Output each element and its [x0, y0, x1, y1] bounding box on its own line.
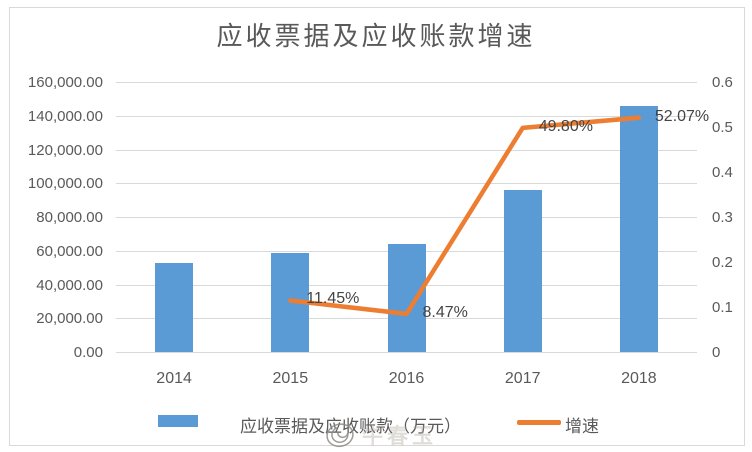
right-axis-tick: 0.1 [712, 299, 733, 316]
data-label-2015: 11.45% [306, 290, 360, 308]
legend-line-swatch-icon [517, 420, 561, 425]
right-axis-tick: 0.4 [712, 164, 733, 181]
right-axis-tick: 0.3 [712, 209, 733, 226]
right-axis-tick: 0 [712, 344, 721, 361]
data-label-2018: 52.07% [654, 107, 710, 125]
gridline [116, 217, 697, 218]
gridline [116, 115, 697, 117]
data-label-2016: 8.47% [422, 303, 468, 321]
chart-title: 应收票据及应收账款增速 [216, 21, 536, 51]
gridline [116, 183, 697, 185]
left-axis-tick: 80,000.00 [36, 209, 103, 226]
left-axis-tick: 100,000.00 [27, 175, 103, 193]
watermark: 牛春玉 [324, 420, 437, 450]
watermark-text: 牛春玉 [362, 425, 437, 448]
gridline [116, 149, 697, 151]
bar-2014 [155, 262, 194, 352]
x-axis-label-2018: 2018 [621, 370, 657, 387]
bar-2015 [271, 252, 310, 352]
legend-label-line-series: 增速 [565, 417, 599, 436]
left-axis-tick: 120,000.00 [27, 141, 103, 159]
bar-2017 [503, 190, 542, 352]
bar-2016 [387, 244, 426, 352]
right-axis-tick: 0.6 [712, 74, 733, 91]
left-axis-tick: 140,000.00 [27, 107, 103, 125]
left-axis-tick: 40,000.00 [36, 276, 103, 294]
left-axis-tick: 0.00 [73, 344, 103, 361]
watermark-spiral-icon [326, 422, 354, 447]
left-axis-tick: 160,000.00 [27, 74, 103, 91]
right-axis-tick: 0.5 [712, 119, 733, 136]
left-axis-tick: 60,000.00 [36, 242, 103, 260]
x-axis-label-2015: 2015 [272, 370, 309, 387]
gridline [116, 82, 697, 83]
x-axis-label-2017: 2017 [504, 370, 541, 387]
data-label-2017: 49.80% [538, 117, 593, 135]
left-axis-tick: 20,000.00 [36, 310, 103, 328]
x-axis-line [116, 352, 697, 353]
x-axis-label-2014: 2014 [156, 370, 192, 387]
right-axis-tick: 0.2 [712, 254, 733, 271]
legend-bar-swatch-icon [158, 415, 198, 427]
bar-2018 [619, 105, 658, 352]
x-axis-label-2016: 2016 [388, 370, 425, 387]
